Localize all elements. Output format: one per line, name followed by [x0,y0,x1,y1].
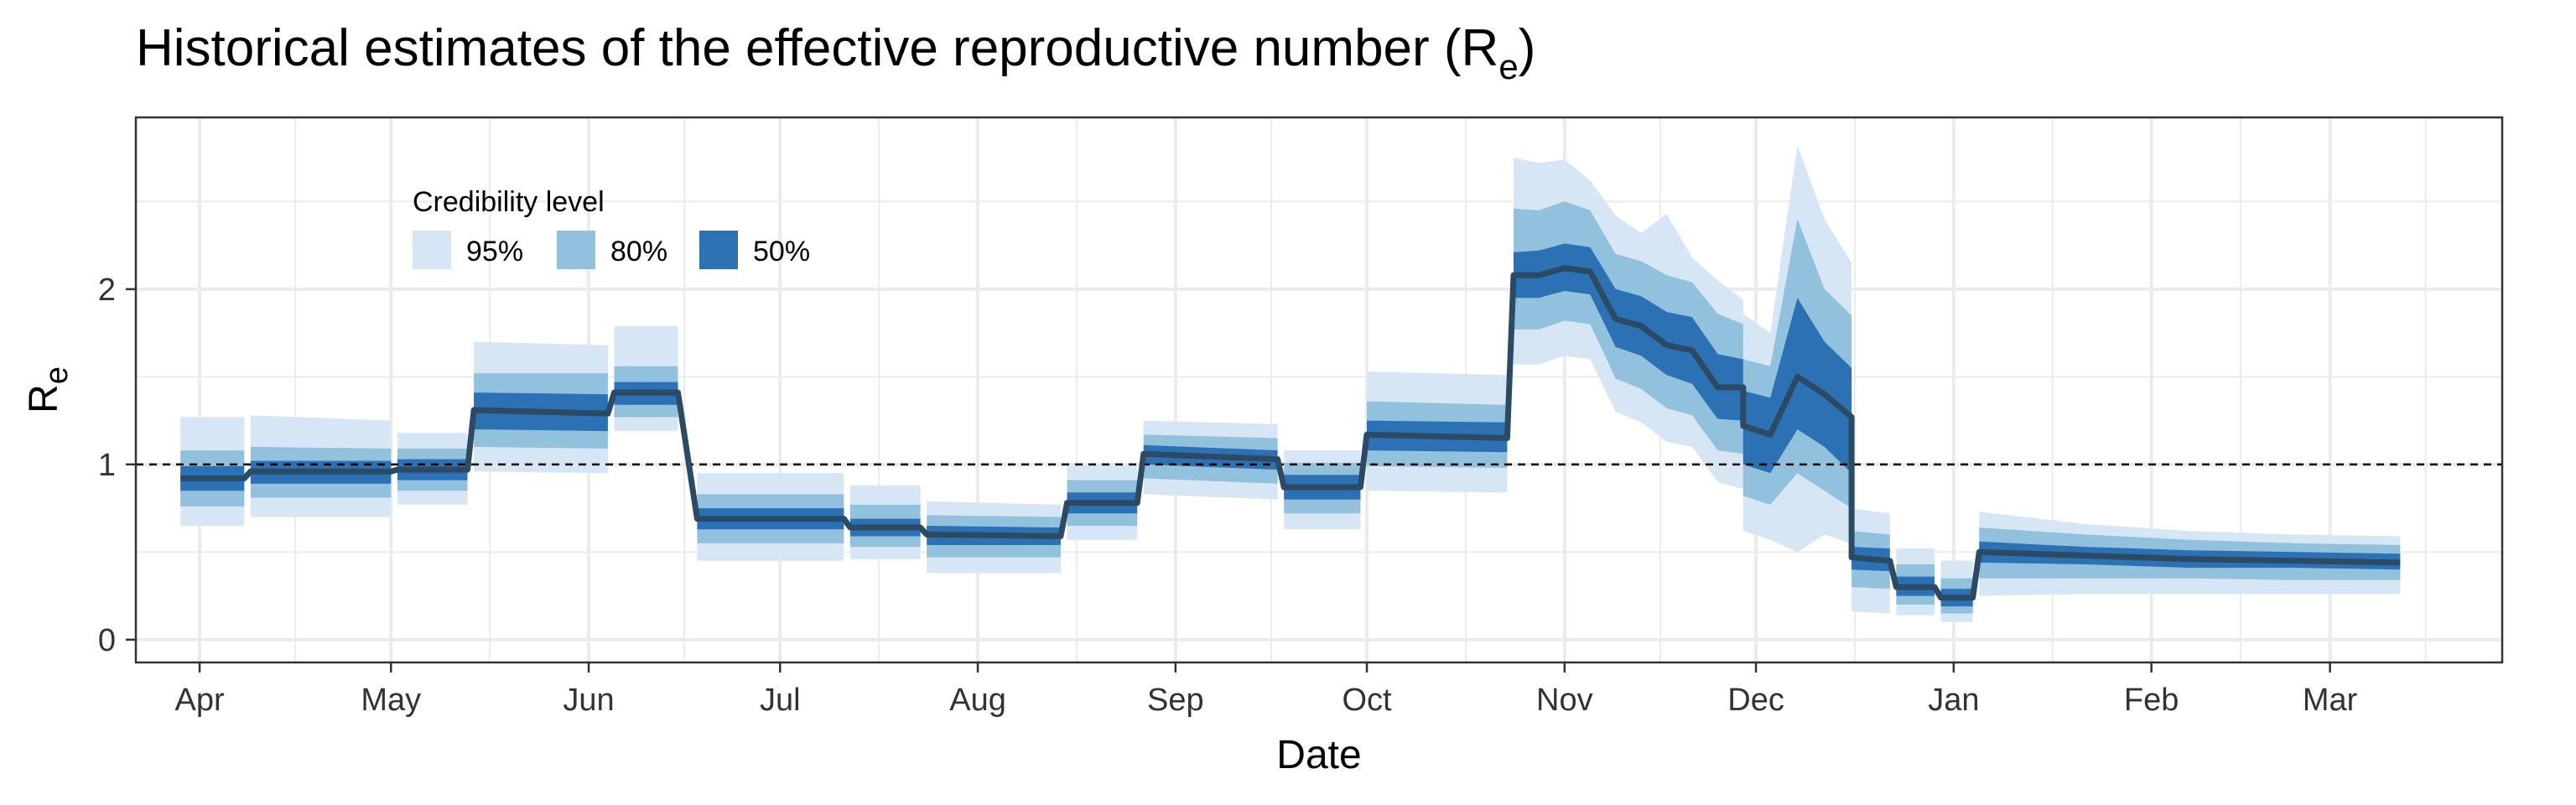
x-tick-label: Apr [174,683,224,718]
y-axis-title: Re [22,366,75,413]
chart-title-suffix: ) [1519,19,1536,77]
x-tick-label: Dec [1727,683,1784,718]
legend-title: Credibility level [413,186,605,218]
x-tick-label: Mar [2303,683,2358,718]
x-tick-label: Feb [2124,683,2179,718]
chart-title-subscript: e [1498,47,1518,86]
chart-title-main: Historical estimates of the effective re… [136,19,1498,77]
y-axis-title-subscript: e [39,366,75,384]
legend-swatch-50 [699,231,738,269]
x-tick-label: Oct [1342,683,1392,718]
x-tick-label: Jun [563,683,614,718]
x-tick-label: Nov [1536,683,1593,718]
plot-panel-border [134,116,2504,664]
x-tick-label: Jan [1928,683,1979,718]
legend-label-50: 50% [753,236,810,267]
chart-title: Historical estimates of the effective re… [136,19,1535,86]
legend-swatch-80 [557,231,595,269]
legend-swatch-95 [413,231,451,269]
x-tick-label: Aug [949,683,1006,718]
y-axis-title-main: R [22,384,66,413]
y-tick-label: 0 [98,623,116,658]
legend-label-80: 80% [610,236,667,267]
y-axis: 0 1 2 [98,273,136,658]
x-tick-label: Jul [760,683,801,718]
x-axis: Apr May Jun Jul Aug Sep Oct Nov Dec Jan Feb Mar [174,662,2358,718]
legend-label-95: 95% [466,236,523,267]
x-tick-label: May [361,683,421,718]
band-50-segment [1514,243,1743,421]
y-tick-label: 2 [98,273,116,308]
x-tick-label: Sep [1147,683,1204,718]
legend: Credibility level 95% 80% 50% [413,186,810,269]
y-tick-label: 1 [98,448,116,483]
median-line [180,265,2401,601]
x-axis-title: Date [1276,733,1361,777]
